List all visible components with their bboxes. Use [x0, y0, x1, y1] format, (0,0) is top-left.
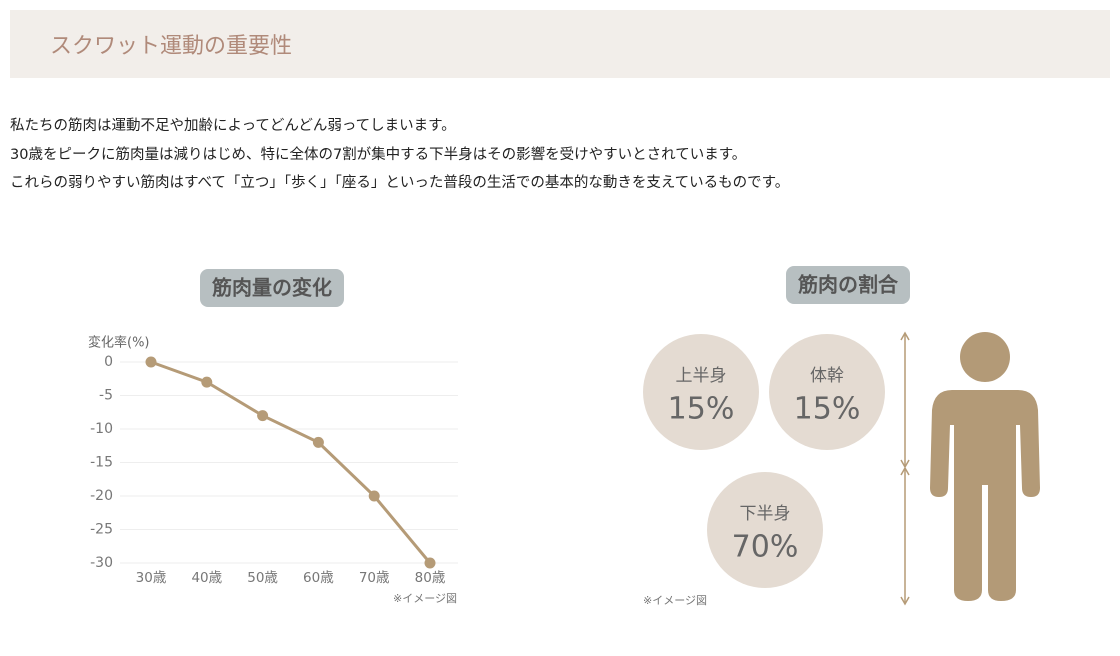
ratio-label: 体幹 — [810, 365, 844, 386]
height-arrows — [900, 331, 910, 606]
y-tick-label: -15 — [90, 455, 113, 471]
paragraph: これらの弱りやすい筋肉はすべて「立つ」「歩く」「座る」といった普段の生活での基本… — [10, 175, 790, 191]
x-tick-label: 30歳 — [136, 570, 167, 586]
ratio-circle — [769, 334, 885, 450]
data-point — [312, 436, 324, 448]
x-tick-label: 70歳 — [359, 570, 390, 586]
chart-note: ※イメージ図 — [393, 592, 457, 605]
x-tick-label: 50歳 — [247, 570, 278, 586]
paragraph: 30歳をピークに筋肉量は減りはじめ、特に全体の7割が集中する下半身はその影響を受… — [10, 146, 747, 163]
ratio-circle — [707, 472, 823, 588]
header-title: スクワット運動の重要性 — [50, 34, 293, 59]
data-point — [201, 376, 213, 388]
intro: 私たちの筋肉は運動不足や加齢によってどんどん弱ってしまいます。 30歳をピークに… — [10, 112, 789, 198]
ratio-value: 15% — [668, 392, 735, 427]
data-point — [368, 490, 380, 502]
ratio-note: ※イメージ図 — [643, 594, 707, 607]
y-tick-label: -25 — [90, 522, 113, 538]
y-tick-label: -5 — [99, 388, 113, 404]
ratio-value: 15% — [794, 392, 861, 427]
ratio-circle — [643, 334, 759, 450]
ratio-value: 70% — [732, 530, 799, 565]
x-tick-label: 80歳 — [415, 570, 446, 586]
ratio-label: 上半身 — [676, 366, 727, 386]
y-tick-label: -10 — [90, 421, 113, 437]
title-badge — [200, 269, 344, 307]
y-axis-label: 変化率(%) — [88, 335, 150, 351]
section-title: 筋肉の割合 — [798, 273, 899, 297]
data-point — [424, 557, 436, 569]
y-tick-label: -20 — [90, 488, 113, 504]
data-point — [145, 356, 157, 368]
section-title: 筋肉量の変化 — [212, 276, 332, 300]
paragraph: 私たちの筋肉は運動不足や加齢によってどんどん弱ってしまいます。 — [10, 118, 456, 134]
data-line — [150, 360, 432, 564]
header: スクワット運動の重要性 — [10, 10, 1110, 78]
ratio-label: 下半身 — [740, 504, 791, 524]
x-tick-label: 60歳 — [303, 570, 334, 586]
data-point — [257, 410, 269, 422]
y-tick-label: 0 — [104, 354, 113, 370]
person-figure — [930, 332, 1040, 601]
title-badge — [786, 266, 910, 304]
y-tick-label: -30 — [90, 555, 113, 571]
x-tick-label: 40歳 — [191, 570, 222, 586]
